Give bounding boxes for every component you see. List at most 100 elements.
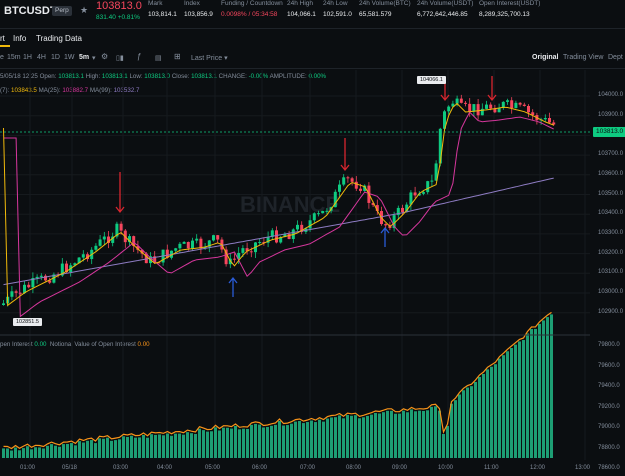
price-tick: 104000.0 bbox=[598, 92, 624, 98]
oi-bar bbox=[478, 376, 481, 458]
oi-bar bbox=[26, 446, 29, 458]
price-tick: 103000.0 bbox=[598, 289, 624, 295]
oi-bar bbox=[158, 434, 161, 458]
candle-body bbox=[77, 257, 81, 264]
candle-body bbox=[191, 240, 194, 249]
oi-bar bbox=[106, 437, 109, 458]
oi-bar bbox=[90, 440, 93, 458]
candle-body bbox=[128, 236, 131, 243]
oi-bar bbox=[514, 344, 517, 458]
oi-bar bbox=[538, 323, 541, 458]
candle-body bbox=[52, 274, 56, 283]
candle-body bbox=[413, 192, 417, 196]
view-depth[interactable]: Dept bbox=[608, 54, 623, 61]
oi-bar bbox=[442, 434, 445, 458]
candle-type-icon[interactable]: ▯▮ bbox=[116, 55, 124, 62]
oi-bar bbox=[230, 428, 233, 458]
oi-bar bbox=[390, 410, 393, 458]
candle-body bbox=[447, 106, 451, 112]
oi-bar bbox=[362, 417, 365, 458]
view-original[interactable]: Original bbox=[532, 54, 559, 61]
candle-body bbox=[279, 237, 283, 243]
candle-body bbox=[44, 275, 47, 281]
candle-body bbox=[132, 236, 136, 247]
layout-icon[interactable]: ▤ bbox=[155, 55, 162, 62]
indicators-icon[interactable]: ƒ bbox=[137, 52, 142, 61]
candle-body bbox=[144, 253, 148, 264]
oi-bar bbox=[262, 427, 265, 458]
candle-body bbox=[396, 207, 400, 216]
candle-body bbox=[300, 224, 304, 232]
oi-bar bbox=[242, 428, 245, 458]
interval-1w[interactable]: 1W bbox=[64, 54, 75, 61]
view-trading-view[interactable]: Trading View bbox=[563, 54, 604, 61]
candle-body bbox=[233, 258, 236, 260]
oi-bar bbox=[254, 423, 257, 458]
candle-body bbox=[153, 256, 157, 263]
candle-body bbox=[27, 284, 31, 288]
grid-lines bbox=[0, 70, 590, 460]
candle-body bbox=[94, 245, 98, 250]
interval-1h[interactable]: 1H bbox=[23, 54, 32, 61]
oi-bar bbox=[462, 390, 465, 458]
oi-bar bbox=[450, 403, 453, 458]
tab-trading-data[interactable]: Trading Data bbox=[36, 34, 82, 43]
oi-bar bbox=[186, 432, 189, 458]
candle-body bbox=[514, 102, 518, 109]
oi-bar bbox=[154, 434, 157, 458]
oi-tick: 79600.0 bbox=[598, 362, 620, 369]
candle-body bbox=[548, 118, 551, 123]
symbol-title[interactable]: BTCUSDT bbox=[4, 5, 57, 17]
interval-4h[interactable]: 4H bbox=[37, 54, 46, 61]
oi-bar bbox=[550, 314, 553, 458]
oi-bar bbox=[322, 421, 325, 458]
stat-label-funding: Funding / Countdown bbox=[221, 0, 283, 7]
candle-body bbox=[333, 191, 337, 208]
candle-body bbox=[249, 251, 253, 253]
oi-bar bbox=[542, 320, 545, 458]
tab-info[interactable]: Info bbox=[13, 34, 27, 43]
price-tick: 103100.0 bbox=[598, 269, 624, 276]
time-tick: 04:00 bbox=[157, 465, 173, 471]
favorite-star-icon[interactable]: ★ bbox=[80, 5, 89, 15]
oi-bar bbox=[406, 412, 409, 458]
candle-body bbox=[136, 246, 140, 250]
candle-body bbox=[350, 178, 354, 182]
oi-bar bbox=[370, 414, 373, 458]
stat-label-24h-vol-usdt: 24h Volume(USDT) bbox=[417, 0, 474, 7]
time-tick: 12:00 bbox=[530, 465, 546, 471]
interval-1d[interactable]: 1D bbox=[51, 54, 60, 61]
oi-bar bbox=[30, 449, 33, 458]
price-source-selector[interactable]: Last Price ▾ bbox=[191, 55, 228, 62]
current-price-tag: 103813.0 bbox=[593, 127, 625, 137]
oi-bar bbox=[454, 400, 457, 458]
interval-5m[interactable]: 5m bbox=[79, 54, 90, 61]
tab-chart[interactable]: rt bbox=[0, 34, 5, 43]
candle-body bbox=[35, 276, 39, 279]
oi-bar bbox=[62, 444, 65, 458]
candle-body bbox=[527, 105, 530, 113]
settings-gear-icon[interactable]: ⚙ bbox=[101, 52, 109, 61]
candle-body bbox=[98, 239, 102, 246]
candle-body bbox=[65, 263, 68, 273]
oi-bar bbox=[354, 415, 357, 458]
oi-bar bbox=[330, 417, 333, 458]
oi-tick: 79400.0 bbox=[598, 383, 620, 389]
oi-bar bbox=[502, 355, 505, 458]
oi-bar bbox=[270, 425, 273, 458]
candle-body bbox=[195, 238, 199, 241]
oi-bar bbox=[38, 447, 41, 458]
add-panel-icon[interactable]: ⊞ bbox=[174, 52, 181, 61]
candle-body bbox=[119, 223, 123, 231]
stat-value-mark: 103,814.1 bbox=[148, 11, 177, 18]
interval-prefix[interactable]: e bbox=[0, 54, 4, 61]
oi-bar bbox=[170, 435, 173, 458]
interval-15m[interactable]: 15m bbox=[7, 54, 21, 61]
ma-legend: (7): 103843.5 MA(25): 103882.7 MA(99): 1… bbox=[0, 87, 140, 94]
interval-dropdown-icon[interactable]: ▾ bbox=[92, 55, 96, 62]
oi-bar bbox=[458, 394, 461, 458]
candle-body bbox=[18, 292, 22, 294]
candle-body bbox=[422, 192, 425, 194]
ticker-bar bbox=[0, 0, 625, 29]
